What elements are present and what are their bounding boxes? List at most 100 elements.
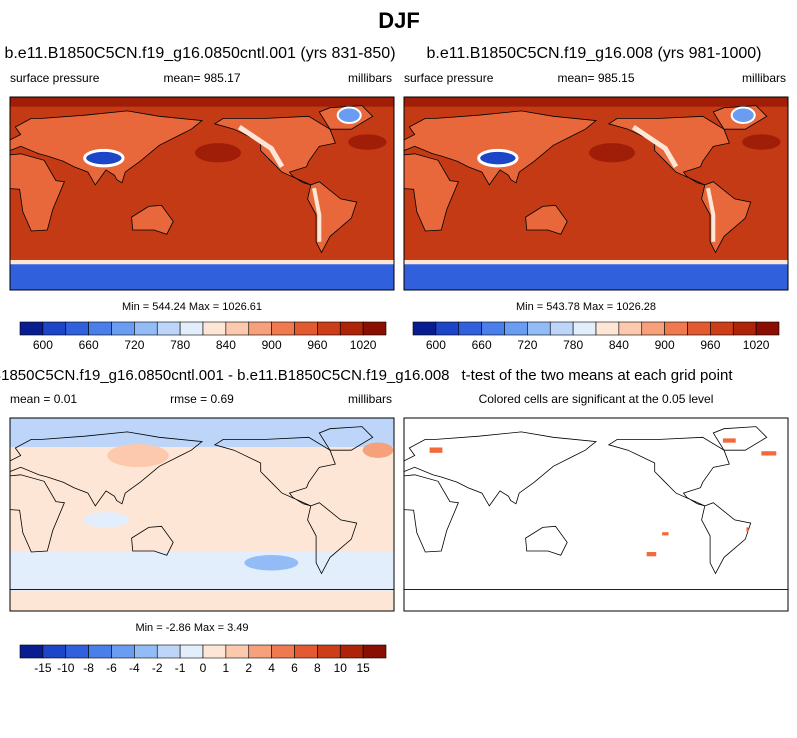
colorbar-box [362,321,387,336]
panel-subtitle: Colored cells are significant at the 0.0… [479,392,714,406]
colorbar-box [134,644,158,659]
colorbar-box [664,321,688,336]
colorbar-box [317,321,341,336]
antarctica [404,264,788,290]
rockies [631,124,679,168]
colorbar-label: 900 [262,338,282,352]
colorbar-box [202,321,227,336]
colorbar-label: -6 [106,661,117,675]
continent [607,436,730,507]
colorbar-label: 0 [200,661,207,675]
colorbar-box [248,321,272,336]
ocean [404,418,788,611]
map [9,417,395,612]
tibet-low [477,148,519,168]
significant-cell [662,532,669,536]
colorbar-label: -2 [152,661,163,675]
high-pressure [348,134,387,150]
continent [131,525,174,556]
colorbar-label: 2 [245,661,252,675]
colorbar-label: 600 [33,338,53,352]
significant-cell [761,451,777,456]
right-label: millibars [348,71,392,85]
continent [404,110,598,186]
page-title: DJF [378,8,420,33]
south-anom [10,552,394,591]
colorbar-label: 720 [517,338,537,352]
continent [213,436,336,507]
colorbar-label: -15 [34,661,52,675]
colorbar-box [179,644,204,659]
colorbar-label: 660 [472,338,492,352]
colorbar-box [504,321,528,336]
antarctica [10,264,394,290]
colorbar-box [42,644,67,659]
left-label: surface pressure [10,71,100,85]
colorbar-box [317,644,341,659]
pos-anom [107,443,169,468]
significant-cell [722,438,736,443]
colorbar-label: 660 [79,338,99,352]
colorbar-label: 1 [223,661,230,675]
colorbar-label: 840 [216,338,236,352]
high-pressure [588,143,636,163]
colorbar-box [294,321,318,336]
map-frame [9,96,395,291]
map-frame [403,96,789,291]
high-pressure [194,143,242,163]
colorbar-box [42,321,67,336]
map [9,96,395,291]
continent [131,204,174,235]
colorbar-label: 15 [356,661,370,675]
colorbar-box [362,644,387,659]
greenland-low [336,106,362,124]
greenland-low [730,106,756,124]
high-pressure [742,134,781,150]
map [403,96,789,291]
right-label: millibars [742,71,786,85]
antarctica-edge [404,259,788,268]
continent [10,474,65,553]
arctic-anom [10,418,394,447]
colorbar-label: 1020 [350,338,377,352]
colorbar-box [111,321,135,336]
antarctica-edge [10,259,394,268]
neg-anom [82,512,130,528]
andes [706,187,716,242]
colorbar-box [481,321,505,336]
colorbar-label: 8 [314,661,321,675]
pos-anom [362,442,394,458]
colorbar-label: -10 [57,661,75,675]
colorbar-box [134,321,158,336]
tibet-low [83,148,125,168]
neg-anom [244,555,299,571]
map-body [404,97,788,290]
continent [404,431,598,507]
colorbar-box [618,321,643,336]
colorbar-label: 10 [334,661,348,675]
min-max: Min = 544.24 Max = 1026.61 [122,301,262,313]
colorbar-label: 780 [170,338,190,352]
colorbar-label: 960 [700,338,720,352]
colorbar-box [156,321,181,336]
map-body [404,418,788,611]
colorbar-box [339,644,364,659]
panel-title: b.e11.B1850C5CN.f19_g16.008 (yrs 981-100… [426,45,761,62]
colorbar-box [687,321,711,336]
significant-cell [746,527,749,532]
map-frame [403,417,789,612]
colorbar-box [732,321,757,336]
colorbar-box [412,321,437,336]
panel-title: b.e11.B1850C5CN.f19_g16.0850cntl.001 (yr… [4,45,395,62]
colorbar-box [19,321,44,336]
colorbar-box [549,321,574,336]
colorbar-label: 720 [124,338,144,352]
colorbar-box [225,644,250,659]
arctic [404,97,788,107]
panel-title: b.e11.B1850C5CN.f19_g16.0850cntl.001 - b… [0,367,449,384]
colorbar-label: -4 [129,661,140,675]
colorbar-box [294,644,318,659]
colorbar-box [19,644,44,659]
center-label: rmse = 0.69 [170,392,234,406]
center-label: mean= 985.17 [163,71,240,85]
